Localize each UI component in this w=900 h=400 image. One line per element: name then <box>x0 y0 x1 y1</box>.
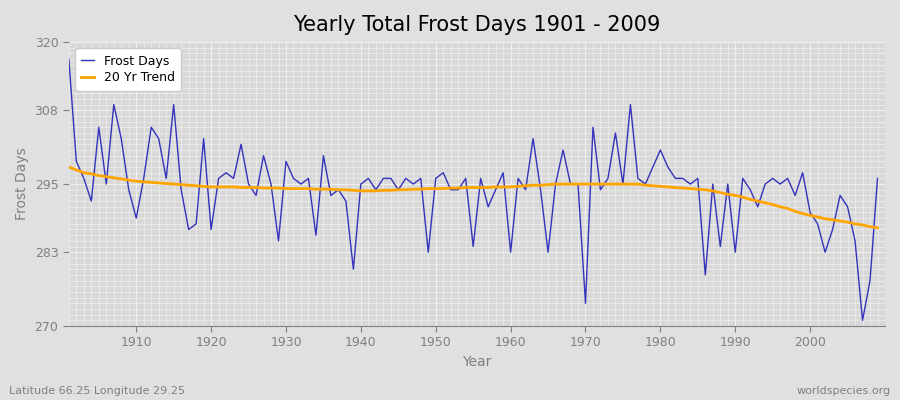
20 Yr Trend <box>872 225 883 230</box>
Text: Latitude 66.25 Longitude 29.25: Latitude 66.25 Longitude 29.25 <box>9 386 185 396</box>
Frost Days <box>857 318 868 323</box>
Legend: Frost Days, 20 Yr Trend: Frost Days, 20 Yr Trend <box>75 48 181 91</box>
Title: Yearly Total Frost Days 1901 - 2009: Yearly Total Frost Days 1901 - 2009 <box>293 15 661 35</box>
Frost Days <box>872 176 883 181</box>
Frost Days <box>63 57 74 62</box>
Text: worldspecies.org: worldspecies.org <box>796 386 891 396</box>
Frost Days <box>498 170 508 175</box>
Y-axis label: Frost Days: Frost Days <box>15 148 29 220</box>
Frost Days <box>288 176 299 181</box>
X-axis label: Year: Year <box>463 355 491 369</box>
Line: Frost Days: Frost Days <box>68 59 878 320</box>
Frost Days <box>123 187 134 192</box>
20 Yr Trend <box>288 186 299 191</box>
20 Yr Trend <box>63 165 74 170</box>
Line: 20 Yr Trend: 20 Yr Trend <box>68 167 878 228</box>
Frost Days <box>333 187 344 192</box>
20 Yr Trend <box>333 187 344 192</box>
Frost Days <box>595 187 606 192</box>
20 Yr Trend <box>505 184 516 189</box>
20 Yr Trend <box>498 184 508 189</box>
20 Yr Trend <box>595 182 606 186</box>
Frost Days <box>505 250 516 255</box>
20 Yr Trend <box>123 178 134 182</box>
